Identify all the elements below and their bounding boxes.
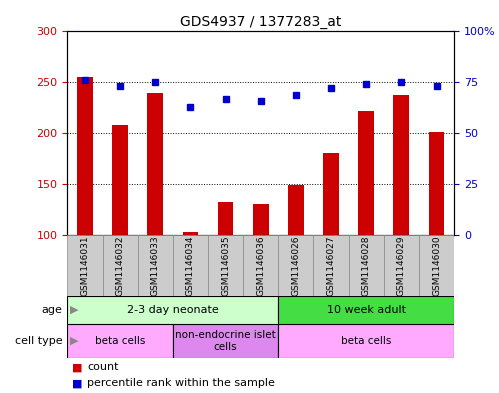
- Text: GSM1146035: GSM1146035: [221, 235, 230, 296]
- Text: non-endocrine islet
cells: non-endocrine islet cells: [175, 330, 276, 352]
- Text: ▶: ▶: [70, 336, 78, 346]
- Bar: [429, 132, 445, 235]
- Text: GSM1146030: GSM1146030: [432, 235, 441, 296]
- Bar: [67, 296, 278, 324]
- Bar: [278, 324, 454, 358]
- Bar: [278, 296, 454, 324]
- Title: GDS4937 / 1377283_at: GDS4937 / 1377283_at: [180, 15, 341, 29]
- Text: percentile rank within the sample: percentile rank within the sample: [87, 378, 275, 388]
- Text: GSM1146036: GSM1146036: [256, 235, 265, 296]
- Text: GSM1146028: GSM1146028: [362, 235, 371, 296]
- Bar: [278, 235, 313, 296]
- Bar: [112, 125, 128, 235]
- Bar: [253, 204, 268, 235]
- Bar: [218, 202, 234, 235]
- Text: cell type: cell type: [15, 336, 62, 346]
- Bar: [138, 235, 173, 296]
- Text: ■: ■: [72, 378, 83, 388]
- Text: GSM1146031: GSM1146031: [80, 235, 89, 296]
- Bar: [67, 235, 102, 296]
- Bar: [358, 111, 374, 235]
- Text: GSM1146032: GSM1146032: [116, 235, 125, 296]
- Text: GSM1146033: GSM1146033: [151, 235, 160, 296]
- Text: count: count: [87, 362, 119, 373]
- Text: ■: ■: [72, 362, 83, 373]
- Bar: [102, 235, 138, 296]
- Bar: [349, 235, 384, 296]
- Bar: [313, 235, 349, 296]
- Bar: [393, 95, 409, 235]
- Bar: [243, 235, 278, 296]
- Text: 2-3 day neonate: 2-3 day neonate: [127, 305, 219, 315]
- Text: GSM1146034: GSM1146034: [186, 235, 195, 296]
- Text: beta cells: beta cells: [341, 336, 391, 346]
- Text: ▶: ▶: [70, 305, 78, 315]
- Bar: [183, 232, 198, 235]
- Bar: [173, 235, 208, 296]
- Bar: [288, 185, 304, 235]
- Text: beta cells: beta cells: [95, 336, 145, 346]
- Text: GSM1146026: GSM1146026: [291, 235, 300, 296]
- Text: 10 week adult: 10 week adult: [327, 305, 406, 315]
- Text: GSM1146027: GSM1146027: [326, 235, 335, 296]
- Text: GSM1146029: GSM1146029: [397, 235, 406, 296]
- Bar: [323, 152, 339, 235]
- Bar: [77, 77, 93, 235]
- Bar: [419, 235, 454, 296]
- Bar: [208, 235, 243, 296]
- Bar: [384, 235, 419, 296]
- Bar: [147, 92, 163, 235]
- Text: age: age: [41, 305, 62, 315]
- Bar: [67, 324, 173, 358]
- Bar: [173, 324, 278, 358]
